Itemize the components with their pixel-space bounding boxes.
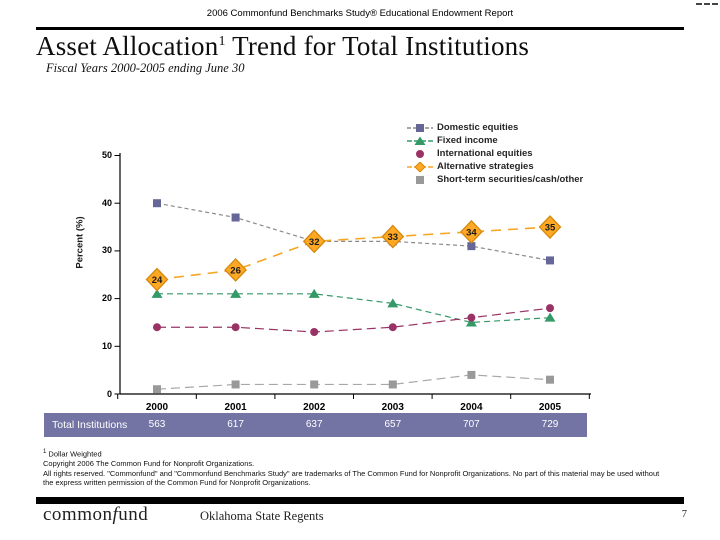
totals-value: 563 xyxy=(148,419,166,430)
subtitle: Fiscal Years 2000-2005 ending June 30 xyxy=(46,61,245,75)
totals-band xyxy=(44,413,587,437)
svg-text:26: 26 xyxy=(230,265,241,276)
totals-row-label: Total Institutions xyxy=(52,419,128,431)
footer-client-name: Oklahoma State Regents xyxy=(200,509,324,523)
svg-text:35: 35 xyxy=(545,223,556,234)
legend-label: Alternative strategies xyxy=(437,161,534,172)
legend-item-fixed-income: Fixed income xyxy=(407,134,583,147)
totals-value: 617 xyxy=(227,419,244,430)
svg-text:32: 32 xyxy=(309,237,320,248)
y-axis-tick-label: 0 xyxy=(106,388,112,399)
chart-legend: Domestic equities Fixed income Internati… xyxy=(407,121,583,186)
x-axis-year-label: 2000 xyxy=(145,402,169,413)
y-axis-tick-label: 30 xyxy=(101,245,112,256)
legend-label: Domestic equities xyxy=(437,122,519,133)
legend-item-alternative-strategies: Alternative strategies xyxy=(407,160,583,173)
footer-divider xyxy=(36,497,684,504)
y-axis-tick-label: 10 xyxy=(101,340,112,351)
totals-value: 729 xyxy=(541,419,559,430)
y-axis-tick-label: 50 xyxy=(101,150,112,160)
footnotes: 1 Dollar Weighted Copyright 2006 The Com… xyxy=(43,448,663,488)
legend-item-short-term: Short-term securities/cash/other xyxy=(407,173,583,186)
x-axis-year-label: 2005 xyxy=(538,402,562,413)
fixed-income-marker-icon xyxy=(407,136,433,145)
logo-text: common xyxy=(43,504,113,525)
asset-allocation-line-chart: 24 26 32 33 34 35 xyxy=(114,153,591,399)
title-suffix: Trend for Total Institutions xyxy=(225,31,530,61)
short-term-marker-icon xyxy=(416,175,424,184)
totals-value: 707 xyxy=(463,419,480,430)
corner-annotation-smudge xyxy=(696,3,718,5)
totals-value: 657 xyxy=(384,419,402,430)
report-header: 2006 Commonfund Benchmarks Study® Educat… xyxy=(206,8,514,19)
footnote-copyright: Copyright 2006 The Common Fund for Nonpr… xyxy=(43,459,255,468)
page-number: 7 xyxy=(681,509,687,520)
totals-value: 637 xyxy=(305,419,323,430)
x-axis-year-label: 2002 xyxy=(303,402,326,413)
title-superscript: 1 xyxy=(218,34,226,49)
x-axis-year-label: 2003 xyxy=(381,402,404,413)
svg-text:34: 34 xyxy=(466,227,477,238)
logo-text: und xyxy=(118,504,149,525)
commonfund-logo: commonfund xyxy=(43,504,148,526)
footnote-rights: All rights reserved. "Commonfund" and "C… xyxy=(43,468,660,488)
domestic-equities-marker-icon xyxy=(407,123,433,132)
svg-text:33: 33 xyxy=(388,232,399,243)
legend-label: International equities xyxy=(437,148,533,159)
y-axis-tick-label: 20 xyxy=(101,293,112,304)
footnote-superscript: 1 xyxy=(43,449,47,455)
legend-item-domestic-equities: Domestic equities xyxy=(407,121,583,134)
logo-text-italic-f: f xyxy=(112,504,119,525)
footnote-text: Dollar Weighted xyxy=(46,449,102,459)
alternative-strategies-marker-icon xyxy=(407,161,433,172)
page-title: Asset Allocation1 Trend for Total Instit… xyxy=(36,31,529,62)
y-axis-tick-label: 40 xyxy=(101,197,112,208)
footnote-dollar-weighted: 1 Dollar Weighted xyxy=(43,448,663,459)
x-axis-year-label: 2001 xyxy=(224,402,247,413)
title-prefix: Asset Allocation xyxy=(36,31,219,61)
legend-item-international-equities: International equities xyxy=(407,147,583,160)
legend-label: Short-term securities/cash/other xyxy=(437,174,584,185)
header-divider xyxy=(36,27,684,30)
international-equities-marker-icon xyxy=(416,149,424,158)
svg-text:24: 24 xyxy=(152,275,163,286)
legend-label: Fixed income xyxy=(437,135,498,146)
x-axis-year-label: 2004 xyxy=(460,402,483,413)
